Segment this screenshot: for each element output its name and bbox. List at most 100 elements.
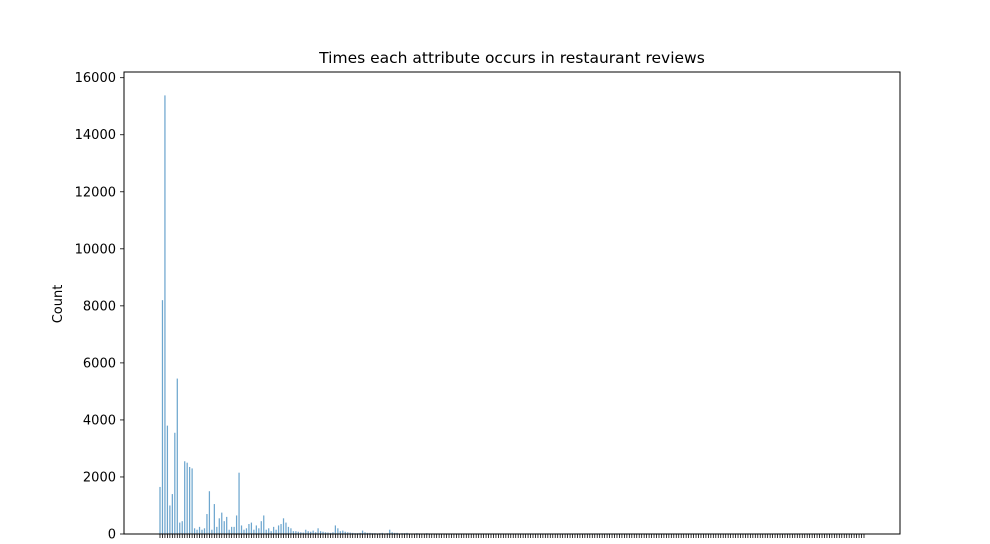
bar [265, 529, 267, 534]
bar [223, 521, 225, 534]
bar [322, 531, 324, 534]
bar [270, 531, 272, 534]
y-tick-label: 14000 [75, 128, 116, 143]
bar [391, 532, 393, 534]
bar [201, 529, 203, 534]
bar [260, 521, 262, 534]
bar [245, 528, 248, 534]
bar [176, 378, 178, 534]
bar [191, 468, 193, 534]
bar [342, 530, 344, 534]
bar [169, 505, 171, 534]
bar [166, 425, 169, 534]
bar [349, 532, 351, 534]
y-tick-label: 2000 [83, 470, 116, 485]
bar [285, 522, 287, 534]
bar [189, 466, 191, 534]
bar [193, 528, 196, 534]
y-tick-label: 4000 [83, 413, 116, 428]
y-tick-label: 10000 [75, 242, 116, 257]
bar [297, 531, 299, 534]
y-tick-label: 16000 [75, 71, 116, 86]
bar [282, 518, 285, 534]
y-ticks-group: 0 2000 4000 6000 8000 10000 12000 14000 16000 [75, 71, 124, 543]
bar [208, 491, 211, 534]
bar [324, 532, 327, 534]
bar [228, 529, 230, 534]
bar [361, 530, 364, 534]
bar [218, 518, 220, 534]
y-tick-label: 6000 [83, 356, 116, 371]
bar [347, 532, 349, 534]
bar [352, 532, 354, 534]
bar [315, 532, 317, 534]
bar [211, 529, 213, 534]
bar [292, 531, 295, 534]
bar [253, 529, 255, 534]
bar [364, 532, 366, 534]
bar [287, 526, 290, 534]
bar [196, 529, 198, 534]
bar [273, 526, 275, 534]
bar [280, 524, 282, 534]
bar [300, 532, 302, 534]
y-tick-label: 12000 [75, 185, 116, 200]
bar [206, 514, 208, 534]
bar [394, 532, 396, 534]
bar [164, 95, 166, 534]
bar [235, 515, 238, 534]
plot-frame [123, 71, 901, 535]
bar [381, 532, 383, 534]
bar [203, 528, 206, 534]
bar [233, 526, 235, 534]
bar [295, 531, 297, 534]
bar [396, 532, 398, 534]
bar [344, 531, 346, 534]
bar [184, 461, 186, 534]
y-tick-label: 8000 [83, 299, 116, 314]
bar [161, 300, 164, 534]
bar [255, 525, 257, 534]
bar [243, 529, 245, 534]
bar [181, 521, 183, 534]
bar [366, 532, 369, 534]
bar [406, 532, 408, 534]
bar [359, 532, 361, 534]
bar [198, 526, 201, 534]
bar [339, 531, 341, 534]
bar [277, 525, 280, 534]
bar [213, 504, 215, 534]
bar [337, 528, 339, 534]
bar [171, 494, 173, 534]
bar [226, 516, 228, 534]
y-axis-label: Count [51, 285, 66, 324]
bar [221, 512, 223, 534]
bar [290, 528, 292, 534]
bar [389, 529, 391, 534]
chart-title: Times each attribute occurs in restauran… [318, 49, 705, 67]
bar [334, 525, 336, 534]
bar [369, 532, 371, 534]
bar [240, 525, 243, 534]
y-tick-label: 0 [108, 528, 116, 543]
x-ticks-group [159, 534, 865, 538]
bar [250, 522, 253, 534]
bar [317, 528, 319, 534]
bar [319, 531, 322, 534]
bar [275, 529, 277, 534]
bar [305, 529, 307, 534]
bar [310, 531, 312, 534]
bar [216, 526, 218, 534]
bar [329, 532, 332, 534]
bar [263, 515, 265, 534]
bar [302, 532, 304, 534]
bars-group [159, 95, 853, 534]
bar [312, 530, 314, 534]
bar [307, 531, 309, 534]
bar [268, 528, 270, 534]
bar [327, 532, 329, 534]
bar [258, 528, 260, 534]
bar [174, 432, 176, 534]
